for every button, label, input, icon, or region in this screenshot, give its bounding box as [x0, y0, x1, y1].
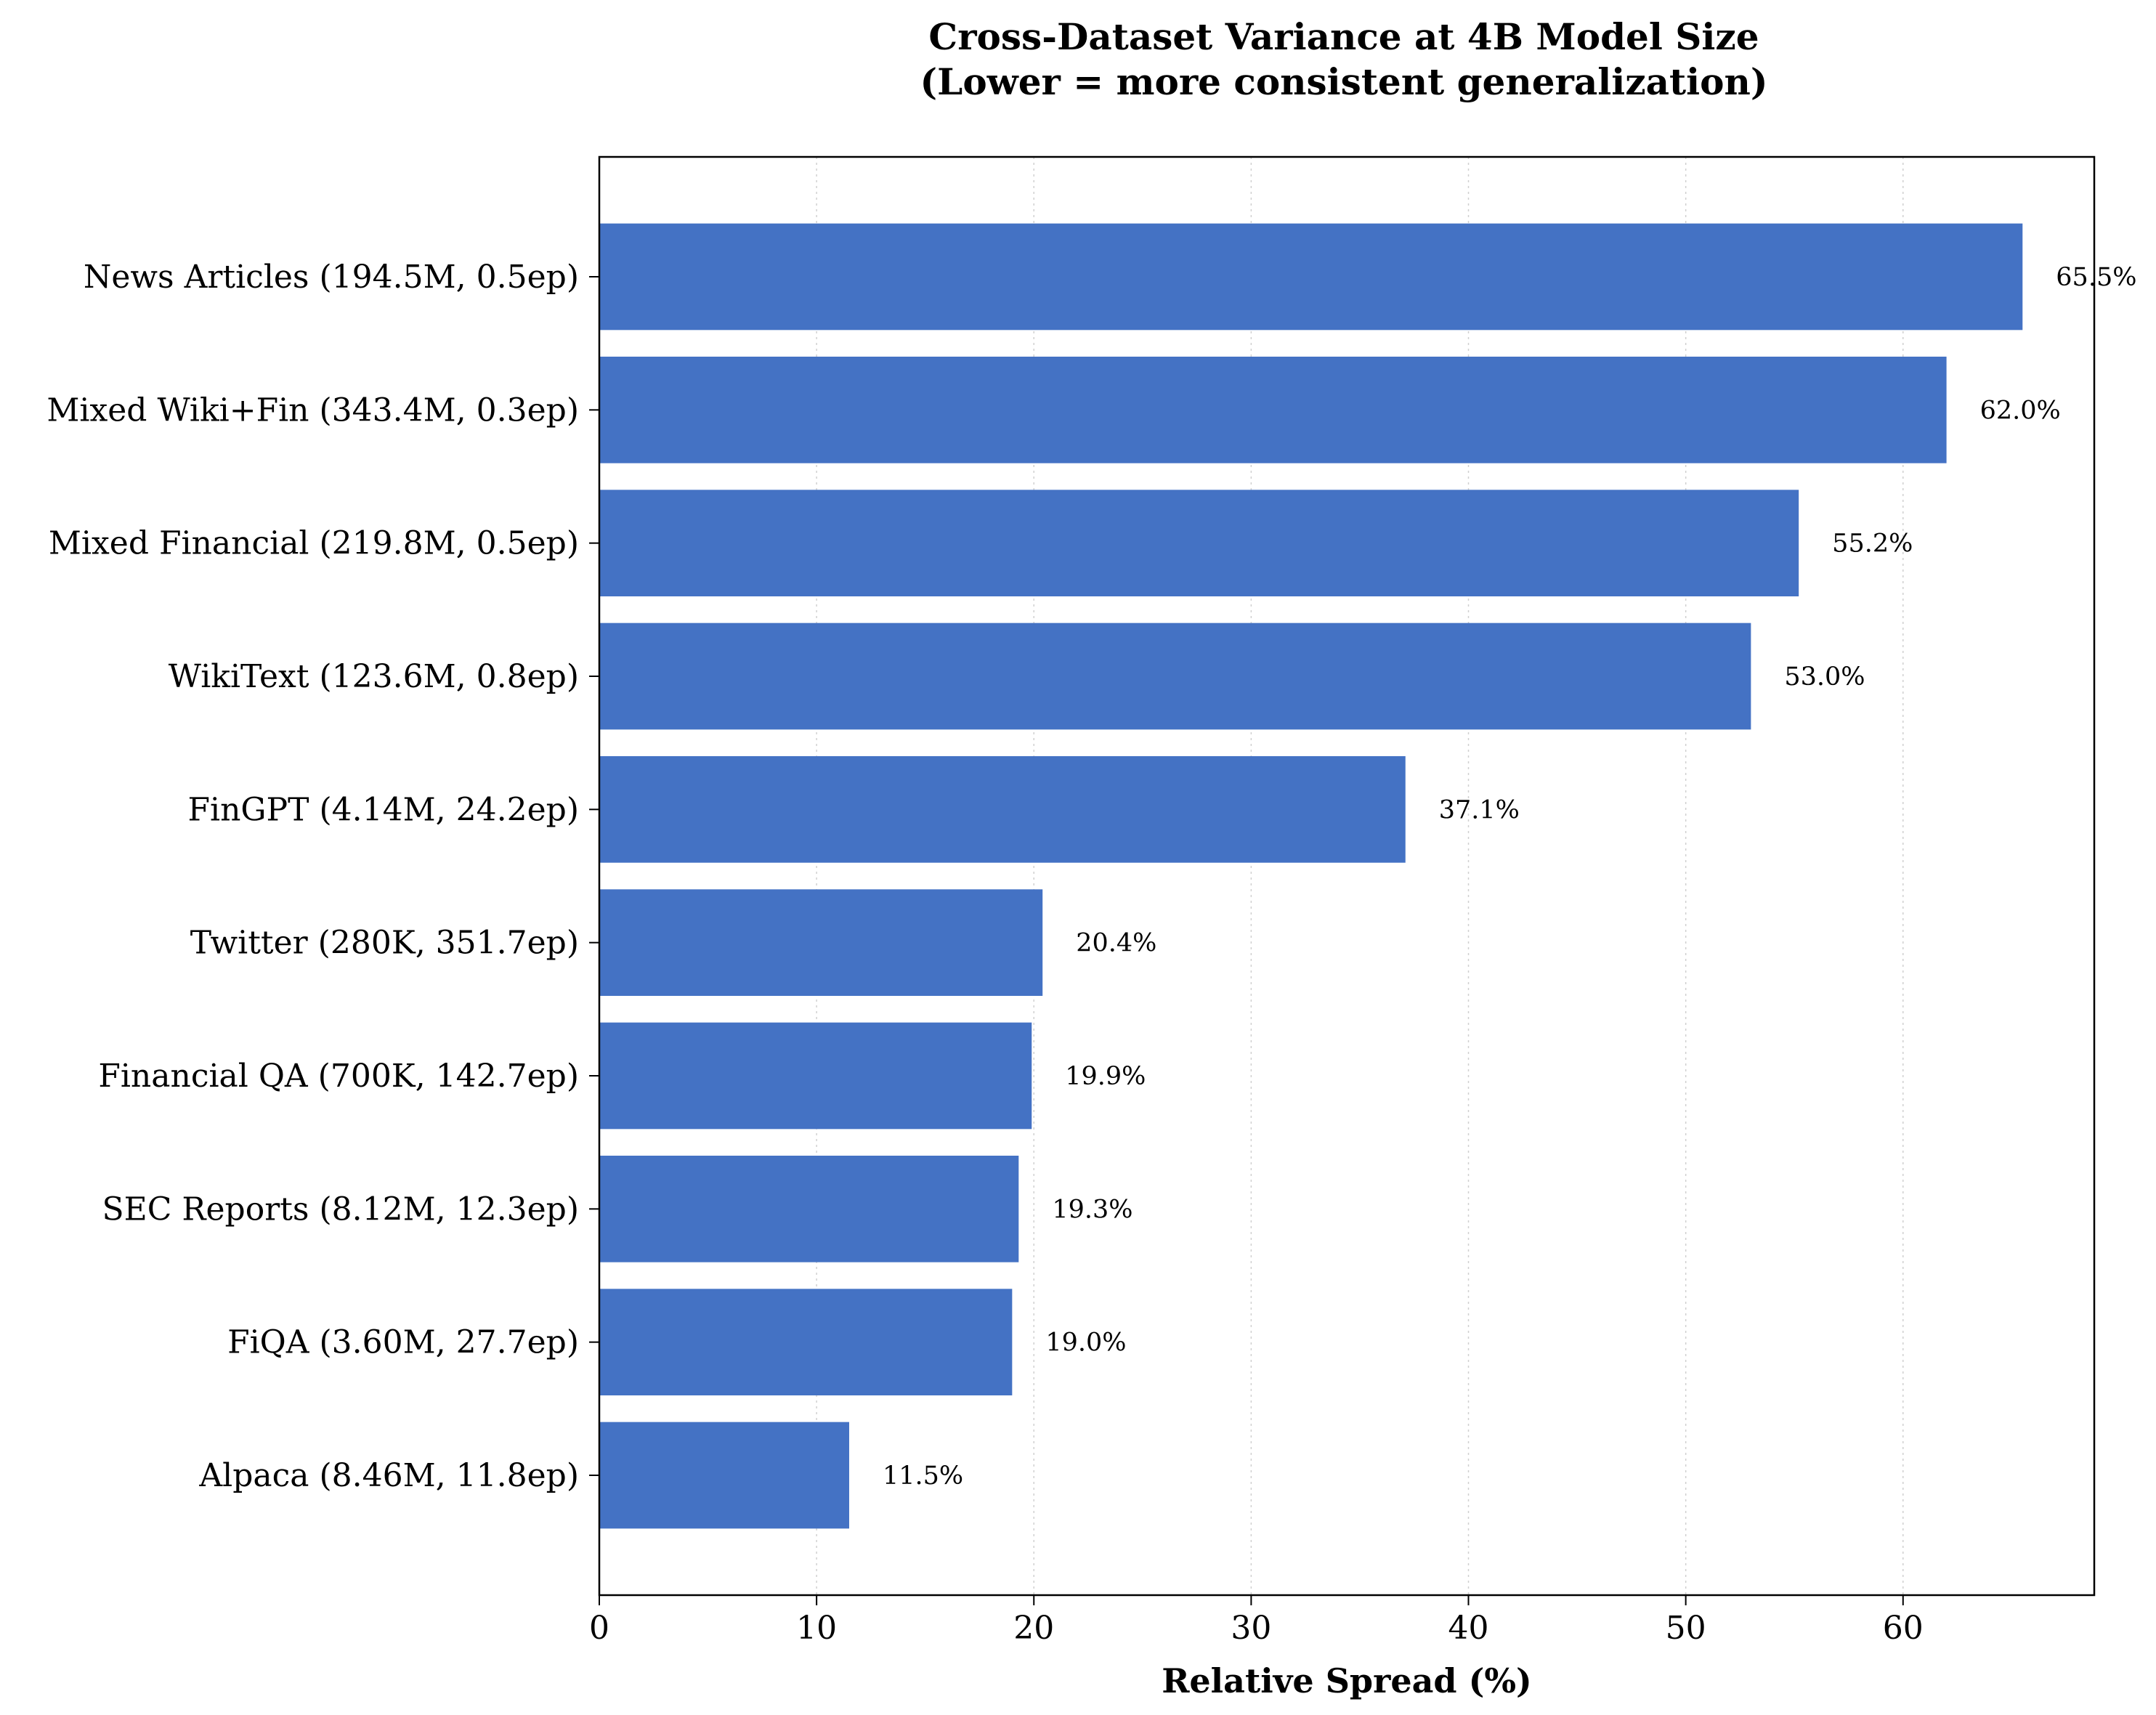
y-tick-label: FinGPT (4.14M, 24.2ep)	[187, 791, 579, 828]
y-tick-label: Mixed Wiki+Fin (343.4M, 0.3ep)	[46, 392, 579, 429]
x-tick-label: 20	[1013, 1610, 1054, 1647]
x-axis-ticks: 0 10 20 30 40 50 60	[589, 1595, 1924, 1647]
bar	[599, 1022, 1032, 1130]
bar	[599, 889, 1043, 996]
value-label: 19.9%	[1065, 1062, 1146, 1091]
bar	[599, 623, 1751, 730]
value-label: 37.1%	[1439, 795, 1520, 824]
value-label: 55.2%	[1832, 530, 1913, 559]
x-tick-label: 40	[1448, 1610, 1489, 1647]
value-label: 11.5%	[883, 1461, 963, 1491]
value-labels: 65.5% 62.0% 55.2% 53.0% 37.1% 20.4% 19.9% 19.3%…	[883, 263, 2136, 1491]
x-tick-label: 60	[1883, 1610, 1924, 1647]
bar	[599, 223, 2023, 331]
y-tick-label: Alpaca (8.46M, 11.8ep)	[198, 1457, 579, 1494]
chart-title: Cross-Dataset Variance at 4B Model Size	[928, 15, 1759, 58]
x-tick-label: 10	[796, 1610, 837, 1647]
bar	[599, 357, 1947, 463]
x-tick-label: 50	[1666, 1610, 1706, 1647]
y-axis-ticks: News Articles (194.5M, 0.5ep) Mixed Wiki+…	[46, 259, 599, 1494]
y-tick-label: Twitter (280K, 351.7ep)	[190, 925, 579, 962]
value-label: 62.0%	[1980, 396, 2061, 425]
value-label: 19.3%	[1052, 1195, 1132, 1224]
plot-frame	[598, 155, 2096, 1597]
value-label: 65.5%	[2056, 263, 2136, 292]
y-tick-label: WikiText (123.6M, 0.8ep)	[169, 658, 579, 695]
bar	[599, 1289, 1013, 1395]
y-tick-label: Mixed Financial (219.8M, 0.5ep)	[49, 525, 579, 562]
bar	[599, 756, 1406, 863]
bar	[599, 1156, 1019, 1262]
y-tick-label: News Articles (194.5M, 0.5ep)	[84, 259, 579, 296]
x-tick-label: 30	[1231, 1610, 1271, 1647]
y-tick-label: Financial QA (700K, 142.7ep)	[98, 1058, 579, 1095]
bars	[599, 223, 2023, 1529]
value-label: 19.0%	[1045, 1329, 1126, 1358]
value-label: 20.4%	[1076, 929, 1156, 958]
y-tick-label: FiQA (3.60M, 27.7ep)	[227, 1324, 579, 1361]
value-label: 53.0%	[1784, 662, 1865, 692]
y-tick-label: SEC Reports (8.12M, 12.3ep)	[102, 1191, 579, 1228]
bar	[599, 1422, 849, 1529]
bar	[599, 490, 1799, 596]
x-tick-label: 0	[589, 1610, 609, 1647]
chart-subtitle: (Lower = more consistent generalization)	[920, 60, 1768, 103]
x-axis-label: Relative Spread (%)	[1162, 1661, 1532, 1700]
